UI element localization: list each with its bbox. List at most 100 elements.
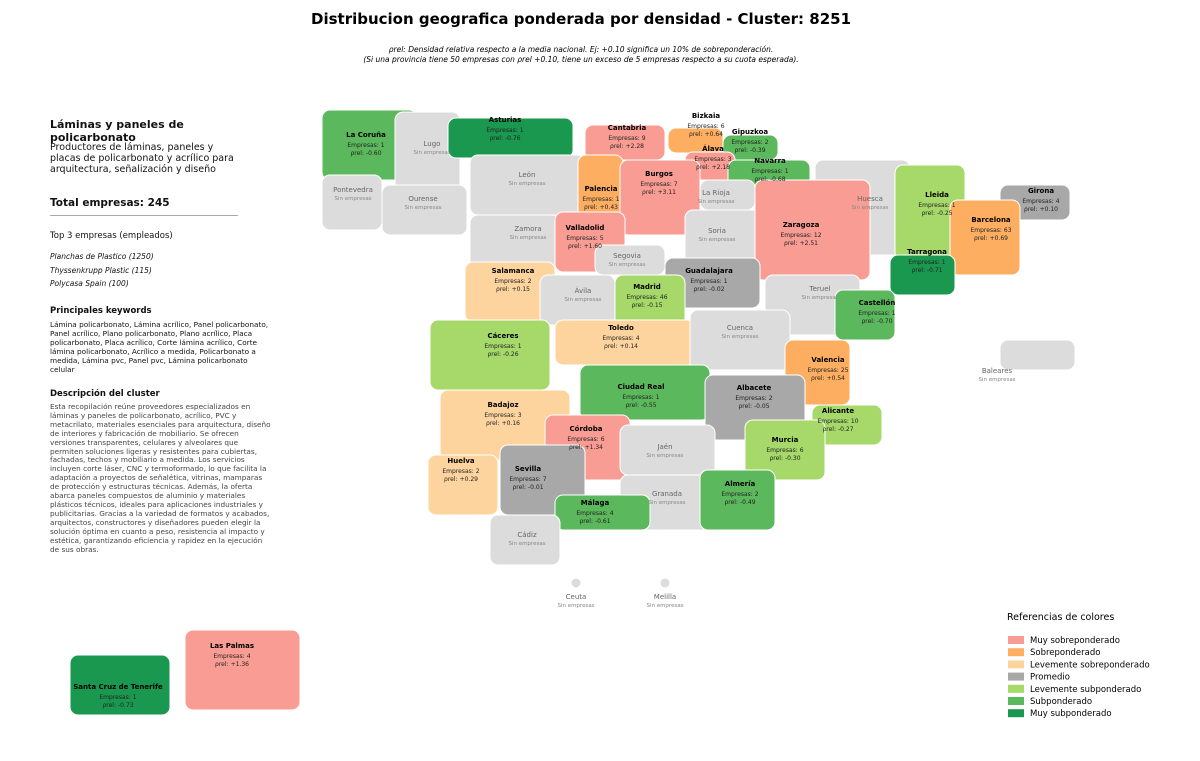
count-value: 63 [1004,227,1012,234]
count-label: Empresas: [735,395,766,402]
rho-label: ρrel: [861,318,875,325]
province-rho: ρrel: +0.16 [486,420,520,427]
rho-label: ρrel: [487,351,501,358]
province-name: Santa Cruz de Tenerife [73,683,163,691]
rho-label: ρrel: [911,267,925,274]
rho-value: -0.30 [785,455,801,462]
province-count: Empresas: 7 [509,476,546,483]
province-name: Guadalajara [685,267,733,275]
count-label: Empresas: [484,412,515,419]
rho-label: ρrel: [693,286,707,293]
rho-value: +0.15 [512,286,531,293]
province-name: Gipuzkoa [732,128,768,136]
rho-value: -0.68 [770,176,786,183]
count-value: 2 [765,139,769,146]
rho-value: -0.39 [750,147,766,154]
province-rho: ρrel: +1.60 [568,243,602,250]
count-label: Empresas: [751,168,782,175]
top-item: Thyssenkrupp Plastic (115) [50,265,152,275]
province-count: Empresas: 2 [494,278,531,285]
rho-value: +0.14 [620,343,639,350]
province-rho: ρrel: -0.60 [350,150,381,157]
rho-value: +1.34 [585,444,604,451]
province-name: Tarragona [907,248,947,256]
count-value: 3 [728,156,732,163]
rho-label: ρrel: [822,426,836,433]
province-rho: ρrel: -0.02 [693,286,724,293]
rho-label: ρrel: [754,176,768,183]
rho-label: ρrel: [631,302,645,309]
rho-label: ρrel: [569,444,583,451]
description-title: Descripción del cluster [50,389,160,399]
province-rho: ρrel: -0.26 [487,351,518,358]
count-value: 1 [616,196,620,203]
province-rho: ρrel: -0.05 [738,403,769,410]
province-count: Empresas: 3 [694,156,731,163]
rho-value: +0.43 [600,204,619,211]
province-name: Cáceres [487,332,518,340]
province-shape [659,577,671,589]
count-label: Empresas: [486,127,517,134]
rho-value: +0.10 [1040,206,1059,213]
province-count: Empresas: 1 [751,168,788,175]
province-rho: ρrel: -0.30 [769,455,800,462]
province-name: Cantabria [608,124,647,132]
province-count: Empresas: 1 [858,310,895,317]
province-rho: ρrel: +0.64 [689,131,723,138]
count-label: Empresas: [731,139,762,146]
legend: Referencias de colores Muy sobreponderad… [1007,612,1150,719]
province-name: Salamanca [492,267,535,275]
no-data: Sin empresas [698,237,735,243]
province-name: Zamora [514,225,541,233]
rho-label: ρrel: [734,147,748,154]
province-rho: ρrel: -0.76 [489,135,520,142]
subtitle: (Si una provincia tiene 50 empresas con … [363,55,798,64]
no-data: Sin empresas [509,235,546,241]
province-shape [69,654,171,716]
province-shape [744,419,826,481]
province-name: La Rioja [702,189,730,197]
province-name: Teruel [809,285,831,293]
count-value: 7 [674,181,678,188]
rho-label: ρrel: [974,235,988,242]
panel-summary: Productores de láminas, paneles y placas… [50,142,234,175]
total: Total empresas: 245 [50,197,238,216]
province-rho: ρrel: -0.49 [724,499,755,506]
legend-label: Levemente subponderado [1030,685,1141,695]
province-name: La Coruña [346,131,386,139]
count-label: Empresas: [690,278,721,285]
count-value: 2 [476,468,480,475]
rho-label: ρrel: [350,150,364,157]
rho-value: +0.29 [460,476,479,483]
subtitle: ρrel: Densidad relativa respecto a la me… [389,45,773,54]
rho-value: +2.28 [626,143,645,150]
province-rho: ρrel: -0.15 [631,302,662,309]
rho-value: -0.60 [366,150,382,157]
province-name: Baleares [982,367,1013,375]
count-label: Empresas: [687,123,718,130]
province-name: Melilla [654,593,676,601]
count-value: 1 [381,142,385,149]
count-value: 25 [841,367,849,374]
rho-label: ρrel: [102,702,116,709]
top-item: Planchas de Plastico (1250) [50,252,154,261]
province-shape [554,494,651,531]
legend-label: Muy subponderado [1030,709,1112,719]
no-data: Sin empresas [648,500,685,506]
province-name: Madrid [633,283,661,291]
count-label: Empresas: [908,259,939,266]
top-title: Top 3 empresas (empleados) [50,231,173,241]
rho-value: -0.15 [647,302,663,309]
no-data: Sin empresas [697,199,734,205]
rho-value: -0.25 [937,210,953,217]
count-label: Empresas: [694,156,725,163]
rho-label: ρrel: [811,375,825,382]
count-label: Empresas: [1022,198,1053,205]
count-label: Empresas: [622,394,653,401]
count-label: Empresas: [721,491,752,498]
count-label: Empresas: [347,142,378,149]
province-name: Zaragoza [783,221,820,229]
province-name: Valladolid [566,224,605,232]
rho-value: +0.54 [827,375,846,382]
province-rho: ρrel: -0.25 [921,210,952,217]
